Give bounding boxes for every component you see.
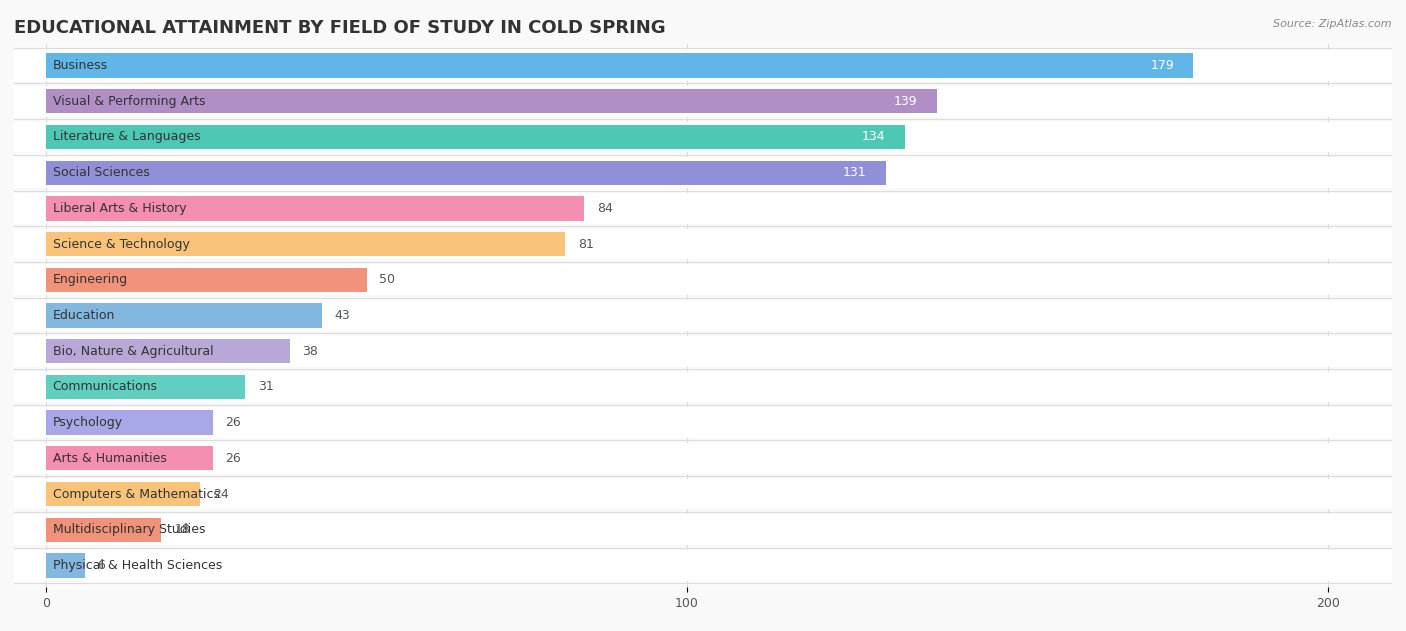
Bar <box>46 304 322 327</box>
Bar <box>14 550 1392 581</box>
Bar <box>46 268 367 292</box>
Bar <box>14 300 1392 331</box>
Text: Visual & Performing Arts: Visual & Performing Arts <box>52 95 205 108</box>
Bar <box>46 375 245 399</box>
Text: 31: 31 <box>257 380 273 393</box>
Bar <box>14 514 1392 545</box>
Text: Liberal Arts & History: Liberal Arts & History <box>52 202 186 215</box>
Bar <box>14 372 1392 402</box>
Text: 26: 26 <box>225 452 242 465</box>
Bar <box>46 196 585 220</box>
Bar <box>14 193 1392 224</box>
Text: Communications: Communications <box>52 380 157 393</box>
Bar <box>14 122 1392 152</box>
Bar <box>46 339 290 363</box>
Bar <box>46 160 886 185</box>
Bar <box>14 264 1392 295</box>
Text: Social Sciences: Social Sciences <box>52 166 149 179</box>
Text: Arts & Humanities: Arts & Humanities <box>52 452 166 465</box>
Bar <box>14 336 1392 367</box>
Text: 84: 84 <box>598 202 613 215</box>
Text: 6: 6 <box>97 559 105 572</box>
Text: Business: Business <box>52 59 108 72</box>
Bar <box>46 232 565 256</box>
Text: 38: 38 <box>302 345 318 358</box>
Bar <box>46 553 84 577</box>
Text: 179: 179 <box>1150 59 1174 72</box>
Bar <box>14 407 1392 438</box>
Text: Science & Technology: Science & Technology <box>52 238 190 251</box>
Text: 18: 18 <box>174 523 190 536</box>
Bar <box>14 50 1392 81</box>
Text: Computers & Mathematics: Computers & Mathematics <box>52 488 219 500</box>
Bar <box>46 89 936 114</box>
Text: 24: 24 <box>212 488 229 500</box>
Text: 43: 43 <box>335 309 350 322</box>
Text: 81: 81 <box>578 238 593 251</box>
Bar <box>46 482 200 506</box>
Bar <box>46 411 212 435</box>
Text: 134: 134 <box>862 131 886 143</box>
Bar <box>14 157 1392 188</box>
Text: Psychology: Psychology <box>52 416 122 429</box>
Text: Bio, Nature & Agricultural: Bio, Nature & Agricultural <box>52 345 214 358</box>
Text: 50: 50 <box>380 273 395 286</box>
Text: Physical & Health Sciences: Physical & Health Sciences <box>52 559 222 572</box>
Bar <box>46 446 212 471</box>
Bar <box>14 229 1392 259</box>
Bar <box>46 125 905 149</box>
Bar <box>14 86 1392 117</box>
Text: Engineering: Engineering <box>52 273 128 286</box>
Text: Source: ZipAtlas.com: Source: ZipAtlas.com <box>1274 19 1392 29</box>
Bar <box>46 54 1194 78</box>
Text: 139: 139 <box>894 95 918 108</box>
Text: EDUCATIONAL ATTAINMENT BY FIELD OF STUDY IN COLD SPRING: EDUCATIONAL ATTAINMENT BY FIELD OF STUDY… <box>14 19 665 37</box>
Bar <box>46 517 162 542</box>
Text: Education: Education <box>52 309 115 322</box>
Text: Literature & Languages: Literature & Languages <box>52 131 200 143</box>
Bar <box>14 443 1392 474</box>
Bar <box>14 479 1392 509</box>
Text: Multidisciplinary Studies: Multidisciplinary Studies <box>52 523 205 536</box>
Text: 26: 26 <box>225 416 242 429</box>
Text: 131: 131 <box>842 166 866 179</box>
